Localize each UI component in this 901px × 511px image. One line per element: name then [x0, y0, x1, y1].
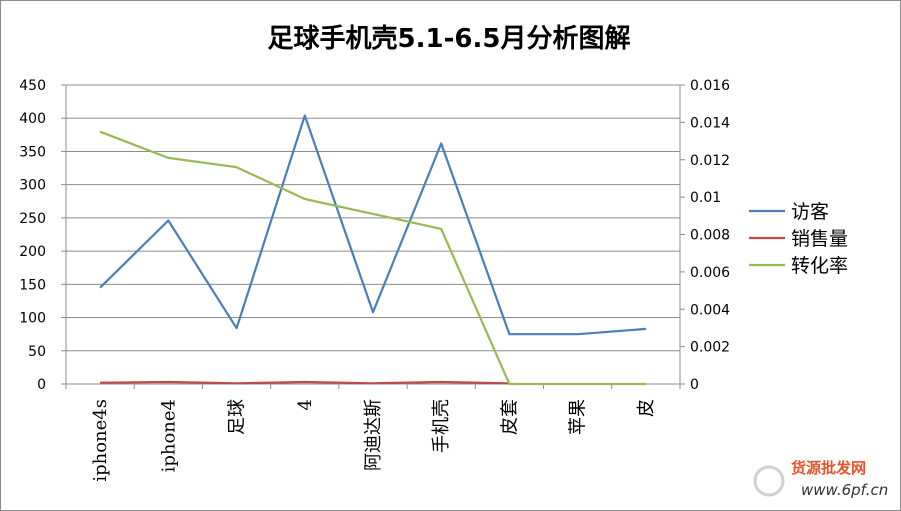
category-label: iphone4 — [158, 399, 179, 472]
right-tick-label: 0.006 — [690, 265, 730, 281]
left-tick-label: 450 — [19, 78, 46, 94]
left-tick-label: 0 — [37, 377, 46, 393]
left-tick-label: 350 — [19, 144, 46, 160]
legend-label: 销售量 — [791, 228, 848, 250]
watermark-line2: www.6pf.cn — [801, 481, 888, 499]
series-line-转化率 — [99, 130, 646, 386]
series-line-访客 — [99, 114, 646, 336]
left-tick-label: 300 — [19, 178, 46, 194]
left-tick-label: 50 — [28, 344, 46, 360]
category-label: 阿迪达斯 — [363, 399, 384, 471]
legend-label: 转化率 — [791, 255, 848, 277]
category-label: 手机壳 — [431, 399, 452, 453]
watermark-line1: 货源批发网 — [791, 459, 866, 477]
right-tick-label: 0.002 — [690, 340, 730, 356]
left-tick-label: 100 — [19, 311, 46, 327]
category-label: 皮套 — [499, 399, 520, 435]
left-axis-tick-labels: 0 50 100 150 200 250 300 350 400 450 — [19, 78, 46, 393]
category-labels: iphone4s iphone4 足球 4 阿迪达斯 手机壳 皮套 苹果 皮 — [90, 399, 657, 482]
right-tick-label: 0.014 — [690, 115, 730, 131]
watermark-logo-icon — [753, 465, 785, 497]
series-lines — [99, 114, 646, 386]
right-axis-tick-labels: 0 0.002 0.004 0.006 0.008 0.01 0.012 0.014 0.016 — [690, 78, 730, 393]
watermark: 货源批发网 www.6pf.cn — [753, 459, 888, 499]
right-tick-label: 0.01 — [690, 190, 721, 206]
category-label: 皮 — [636, 399, 657, 417]
category-label: 苹果 — [568, 399, 589, 435]
left-tick-label: 150 — [19, 277, 46, 293]
left-tick-label: 400 — [19, 111, 46, 127]
left-tick-label: 200 — [19, 244, 46, 260]
category-label: 4 — [295, 399, 316, 410]
chart-title: 足球手机壳5.1-6.5月分析图解 — [268, 24, 631, 54]
right-tick-label: 0.004 — [690, 302, 730, 318]
gridlines — [61, 84, 685, 385]
category-label: 足球 — [227, 399, 248, 435]
axes — [65, 85, 681, 389]
legend-label: 访客 — [791, 201, 829, 223]
series-line-销售量 — [100, 380, 510, 385]
left-tick-label: 250 — [19, 211, 46, 227]
right-tick-label: 0.008 — [690, 228, 730, 244]
right-tick-label: 0 — [690, 377, 699, 393]
category-label: iphone4s — [90, 399, 111, 482]
right-tick-label: 0.012 — [690, 153, 730, 169]
right-tick-label: 0.016 — [690, 78, 730, 94]
